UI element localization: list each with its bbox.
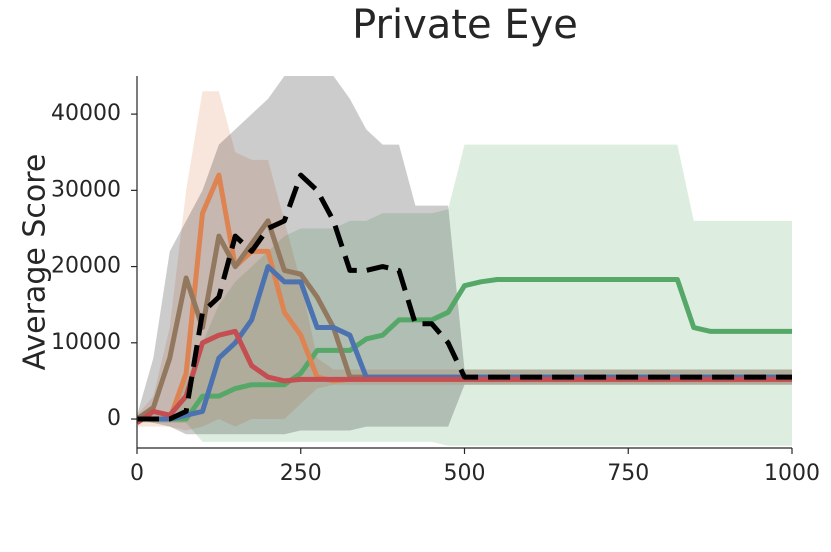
x-tick-label: 250 (280, 461, 322, 486)
x-tick-label: 500 (444, 461, 486, 486)
confidence-band (137, 76, 792, 435)
x-tick-label: 1000 (764, 461, 820, 486)
y-tick-label: 0 (107, 406, 121, 431)
y-tick-label: 40000 (51, 101, 121, 126)
chart-title: Private Eye (352, 2, 578, 48)
y-axis-label: Average Score (18, 154, 53, 371)
confidence-band (137, 91, 792, 431)
x-tick-label: 0 (130, 461, 144, 486)
series-line (137, 172, 792, 422)
y-tick-label: 20000 (51, 254, 121, 279)
axes: 0 10000 20000 30000 40000 0 250 500 750 1000 (51, 76, 820, 486)
lines (137, 172, 792, 425)
series-line (137, 277, 792, 422)
y-tick-label: 10000 (51, 330, 121, 355)
y-tick-label: 30000 (51, 177, 121, 202)
x-tick-label: 750 (607, 461, 649, 486)
